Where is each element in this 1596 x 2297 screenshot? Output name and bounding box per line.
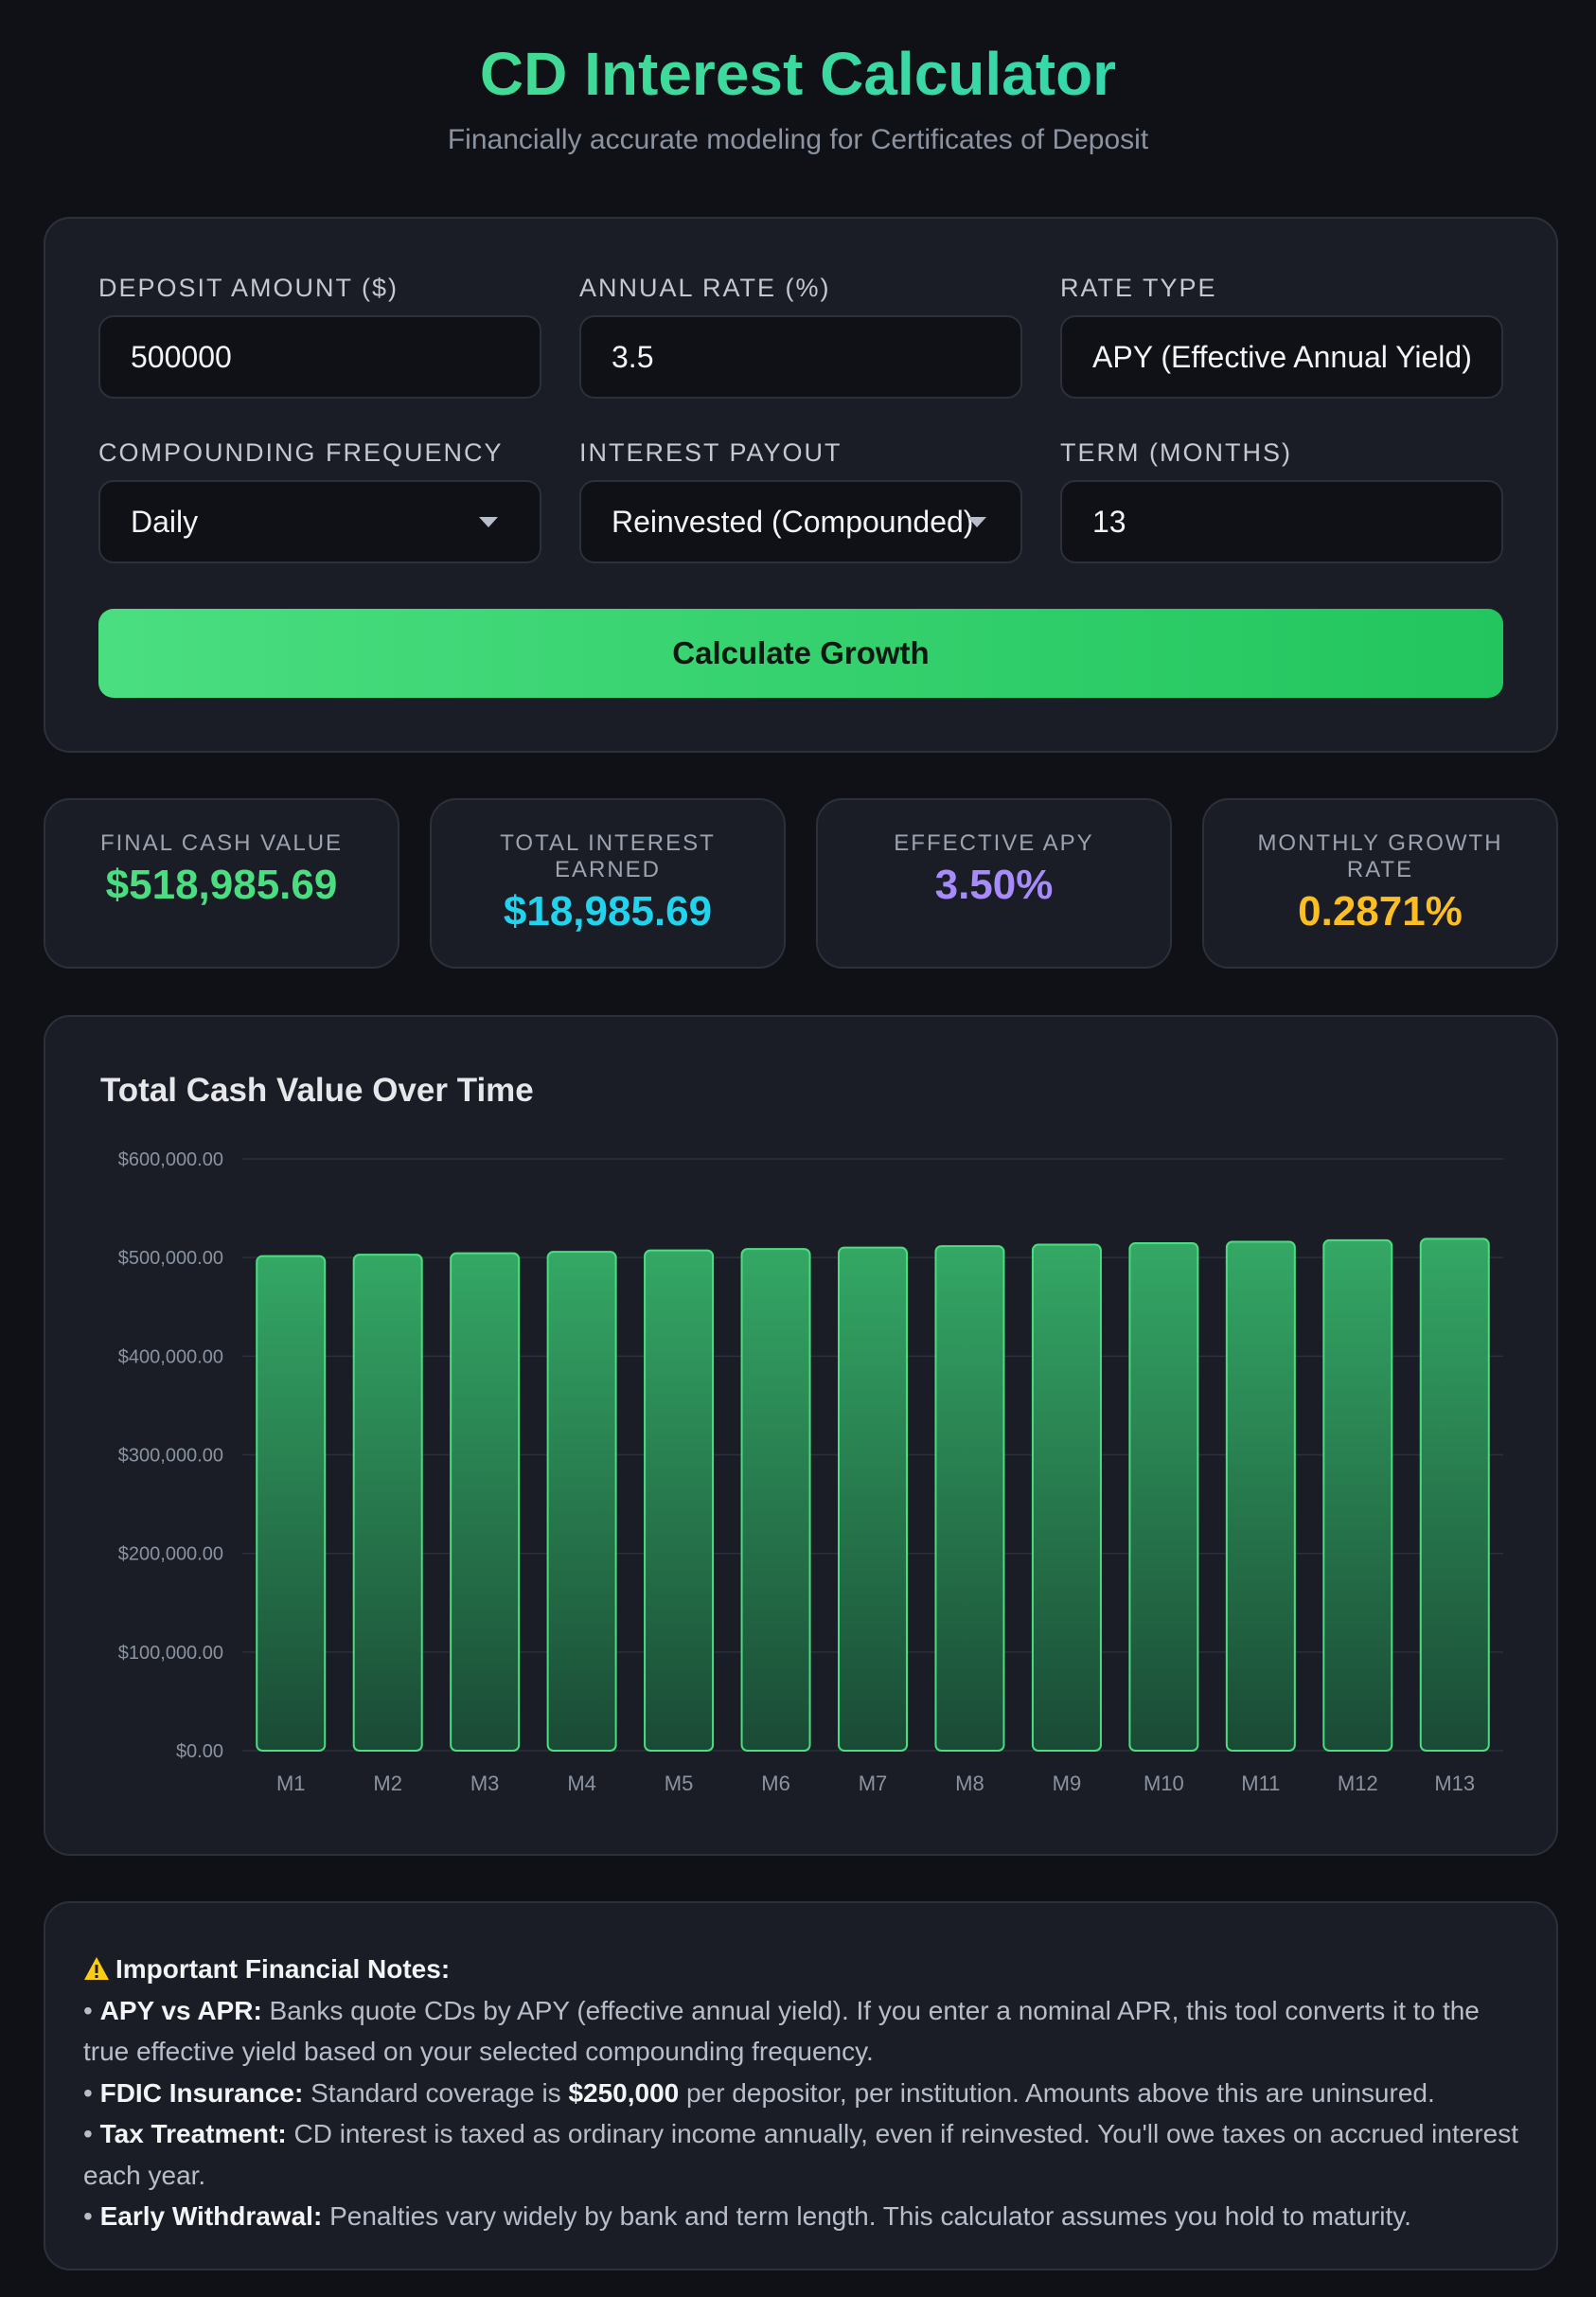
warning-icon: [84, 1957, 109, 1980]
compounding-select[interactable]: Daily: [98, 480, 541, 563]
bar-m6[interactable]: [740, 1248, 811, 1752]
x-tick-label: M9: [1053, 1772, 1082, 1795]
payout-select[interactable]: Reinvested (Compounded): [579, 480, 1022, 563]
y-tick-label: $500,000.00: [118, 1248, 223, 1269]
bar-m10[interactable]: [1128, 1242, 1199, 1752]
y-tick-label: $100,000.00: [118, 1643, 223, 1664]
stat-label: Total Interest Earned: [500, 830, 716, 882]
notes-heading: Important Financial Notes:: [83, 1949, 1522, 1990]
x-tick-label: M13: [1434, 1772, 1475, 1795]
notes-body: Important Financial Notes: • APY vs APR:…: [83, 1949, 1522, 2237]
deposit-input[interactable]: 500000: [98, 315, 541, 399]
stat-value: 3.50%: [934, 862, 1054, 908]
deposit-label: Deposit Amount ($): [98, 274, 399, 302]
y-tick-label: $300,000.00: [118, 1446, 223, 1467]
financial-notes: Important Financial Notes: • APY vs APR:…: [44, 1901, 1558, 2270]
rate-label: Annual Rate (%): [579, 274, 831, 302]
bar-m12[interactable]: [1322, 1238, 1393, 1752]
x-tick-label: M3: [470, 1772, 500, 1795]
effective-apy-card: Effective APY 3.50%: [816, 798, 1172, 969]
stat-value: $18,985.69: [503, 888, 713, 935]
bar-m13[interactable]: [1419, 1238, 1490, 1753]
x-tick-label: M7: [859, 1772, 888, 1795]
bar-m9[interactable]: [1031, 1243, 1102, 1753]
rate-type-value: APY (Effective Annual Yield): [1092, 340, 1472, 374]
bar-chart: $0.00 $100,000.00 $200,000.00 $300,000.00 $4…: [118, 1149, 1503, 1795]
bar-m3[interactable]: [450, 1252, 521, 1753]
compounding-value: Daily: [131, 505, 199, 539]
x-tick-label: M5: [665, 1772, 694, 1795]
payout-label: Interest Payout: [579, 438, 842, 467]
stat-label: Final Cash Value: [99, 830, 344, 856]
chevron-down-icon: [967, 517, 986, 527]
bar-m1[interactable]: [256, 1255, 327, 1752]
monthly-growth-card: Monthly Growth Rate 0.2871%: [1202, 798, 1558, 969]
calculate-button[interactable]: Calculate Growth: [98, 609, 1503, 698]
rate-input[interactable]: 3.5: [579, 315, 1022, 399]
y-tick-label: $200,000.00: [118, 1544, 223, 1565]
note-item-tax: • Tax Treatment: CD interest is taxed as…: [83, 2119, 1518, 2190]
rate-type-select[interactable]: APY (Effective Annual Yield): [1060, 315, 1503, 399]
note-item-apy: • APY vs APR: Banks quote CDs by APY (ef…: [83, 1995, 1480, 2067]
cash-value-chart: Total Cash Value Over Time $0.00 $100,000…: [44, 1015, 1558, 1856]
bar-m5[interactable]: [644, 1249, 715, 1753]
bar-m8[interactable]: [934, 1245, 1005, 1753]
final-value-card: Final Cash Value $518,985.69: [44, 798, 399, 969]
x-tick-label: M8: [955, 1772, 984, 1795]
x-tick-label: M4: [567, 1772, 596, 1795]
stat-value: 0.2871%: [1298, 888, 1463, 935]
compounding-label: Compounding Frequency: [98, 438, 504, 467]
x-tick-label: M6: [761, 1772, 790, 1795]
payout-value: Reinvested (Compounded): [612, 505, 974, 539]
x-tick-label: M2: [373, 1772, 402, 1795]
chevron-down-icon: [479, 517, 498, 527]
note-item-withdrawal: • Early Withdrawal: Penalties vary widel…: [83, 2201, 1411, 2231]
stat-value: $518,985.69: [105, 862, 338, 908]
stat-label: Effective APY: [894, 830, 1094, 856]
bar-m2[interactable]: [352, 1254, 423, 1752]
term-label: Term (Months): [1060, 438, 1292, 467]
chart-title: Total Cash Value Over Time: [100, 1072, 534, 1109]
total-interest-card: Total Interest Earned $18,985.69: [430, 798, 786, 969]
bar-m7[interactable]: [838, 1246, 908, 1753]
page-title: CD Interest Calculator: [0, 38, 1596, 110]
x-tick-label: M12: [1338, 1772, 1378, 1795]
term-input[interactable]: 13: [1060, 480, 1503, 563]
x-tick-label: M10: [1144, 1772, 1184, 1795]
bar-m4[interactable]: [546, 1251, 617, 1753]
y-tick-label: $400,000.00: [118, 1346, 223, 1367]
x-tick-label: M1: [276, 1772, 306, 1795]
y-tick-label: $600,000.00: [118, 1149, 223, 1170]
x-tick-label: M11: [1241, 1772, 1280, 1795]
note-item-fdic: • FDIC Insurance: Standard coverage is $…: [83, 2077, 1435, 2108]
calculator-form: Deposit Amount ($) 500000 Annual Rate (%…: [44, 217, 1558, 753]
rate-type-label: Rate Type: [1060, 274, 1217, 302]
stat-label: Monthly Growth Rate: [1257, 830, 1503, 882]
page-subtitle: Financially accurate modeling for Certif…: [447, 124, 1149, 155]
bar-m11[interactable]: [1225, 1240, 1296, 1752]
y-tick-label: $0.00: [176, 1741, 223, 1762]
